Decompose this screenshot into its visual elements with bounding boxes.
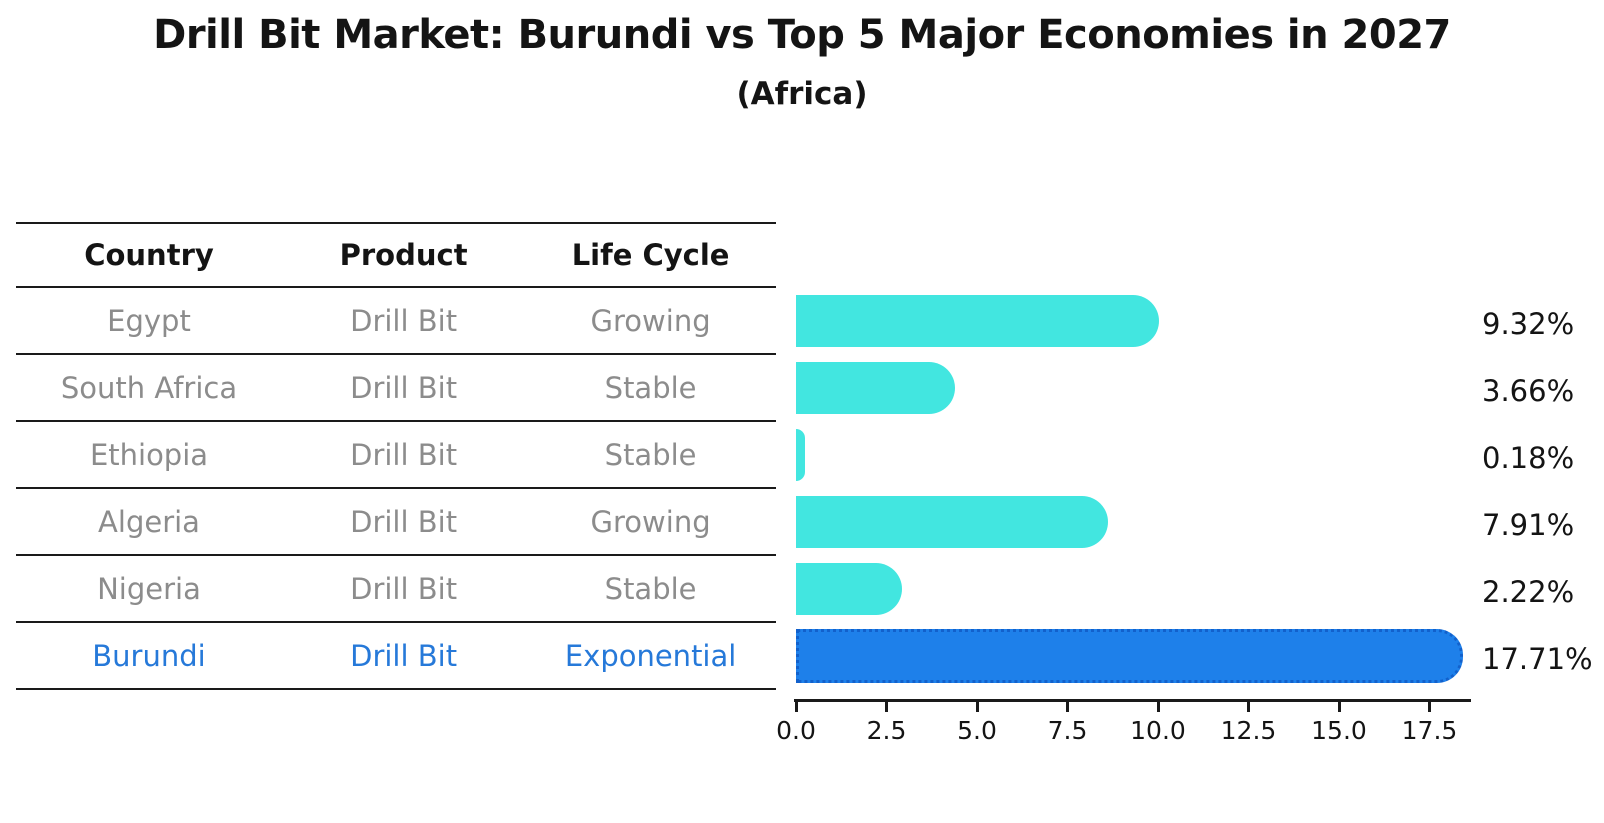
x-tick-label: 0.0 bbox=[776, 716, 816, 745]
x-tick-label: 17.5 bbox=[1401, 716, 1458, 745]
product-cell: Drill Bit bbox=[350, 437, 458, 472]
x-tick-mark bbox=[975, 699, 979, 712]
bar-row bbox=[796, 288, 1476, 355]
bar-row bbox=[796, 556, 1476, 623]
column-header-product: Product bbox=[339, 238, 468, 272]
table-row-south-africa: South Africa Drill Bit Stable bbox=[16, 355, 776, 422]
chart-title: Drill Bit Market: Burundi vs Top 5 Major… bbox=[153, 12, 1451, 58]
bar-ethiopia bbox=[796, 429, 805, 481]
value-label-burundi: 17.71% bbox=[1482, 641, 1593, 676]
life-cycle-cell: Stable bbox=[604, 571, 697, 606]
x-tick-mark bbox=[1066, 699, 1069, 712]
x-tick-label: 7.5 bbox=[1047, 716, 1088, 745]
life-cycle-cell: Growing bbox=[590, 303, 711, 338]
x-tick-mark bbox=[1428, 699, 1431, 712]
bar-row bbox=[796, 355, 1476, 422]
value-label-south-africa: 3.66% bbox=[1482, 373, 1575, 408]
country-cell: Algeria bbox=[98, 504, 200, 539]
x-tick-mark bbox=[1247, 699, 1250, 712]
x-tick-label: 12.5 bbox=[1220, 716, 1277, 745]
x-tick-mark bbox=[885, 699, 888, 712]
table-header-row: Country Product Life Cycle bbox=[16, 222, 776, 288]
table-row-egypt: Egypt Drill Bit Growing bbox=[16, 288, 776, 355]
life-cycle-cell: Stable bbox=[604, 437, 697, 472]
bar-row bbox=[796, 623, 1476, 690]
product-cell: Drill Bit bbox=[350, 303, 458, 338]
life-cycle-cell: Exponential bbox=[564, 638, 737, 673]
value-label-algeria: 7.91% bbox=[1482, 507, 1575, 542]
value-label-ethiopia: 0.18% bbox=[1482, 440, 1575, 475]
bar-chart bbox=[796, 288, 1476, 690]
column-header-country: Country bbox=[84, 238, 214, 272]
x-tick-mark bbox=[794, 699, 798, 712]
country-cell: Egypt bbox=[107, 303, 191, 338]
life-cycle-cell: Growing bbox=[590, 504, 711, 539]
comparison-table: Country Product Life Cycle Egypt Drill B… bbox=[16, 222, 776, 690]
product-cell: Drill Bit bbox=[350, 504, 458, 539]
value-label-nigeria: 2.22% bbox=[1482, 574, 1575, 609]
bar-south-africa bbox=[796, 362, 955, 414]
bar-row bbox=[796, 489, 1476, 556]
bar-algeria bbox=[796, 496, 1109, 548]
bar-burundi bbox=[796, 629, 1464, 683]
product-cell: Drill Bit bbox=[350, 638, 458, 673]
table-row-ethiopia: Ethiopia Drill Bit Stable bbox=[16, 422, 776, 489]
x-tick-label: 15.0 bbox=[1311, 716, 1367, 745]
x-axis-line bbox=[794, 699, 1471, 702]
x-tick-mark bbox=[1337, 699, 1341, 712]
product-cell: Drill Bit bbox=[350, 370, 458, 405]
life-cycle-cell: Stable bbox=[604, 370, 697, 405]
country-cell: Burundi bbox=[92, 638, 206, 673]
value-label-egypt: 9.32% bbox=[1482, 306, 1575, 341]
country-cell: Nigeria bbox=[97, 571, 201, 606]
x-tick-label: 5.0 bbox=[957, 716, 997, 745]
country-cell: South Africa bbox=[60, 370, 238, 405]
bar-egypt bbox=[796, 295, 1160, 347]
x-tick-mark bbox=[1156, 699, 1160, 712]
country-cell: Ethiopia bbox=[89, 437, 209, 472]
x-tick-label: 10.0 bbox=[1130, 716, 1186, 745]
x-tick-label: 2.5 bbox=[866, 716, 907, 745]
column-header-life-cycle: Life Cycle bbox=[571, 238, 730, 272]
table-row-nigeria: Nigeria Drill Bit Stable bbox=[16, 556, 776, 623]
bar-row bbox=[796, 422, 1476, 489]
chart-subtitle: (Africa) bbox=[736, 76, 868, 112]
table-row-algeria: Algeria Drill Bit Growing bbox=[16, 489, 776, 556]
value-labels: 9.32% 3.66% 0.18% 7.91% 2.22% 17.71% bbox=[1482, 290, 1593, 692]
table-row-burundi: Burundi Drill Bit Exponential bbox=[16, 623, 776, 690]
bar-nigeria bbox=[796, 563, 903, 615]
product-cell: Drill Bit bbox=[350, 571, 458, 606]
